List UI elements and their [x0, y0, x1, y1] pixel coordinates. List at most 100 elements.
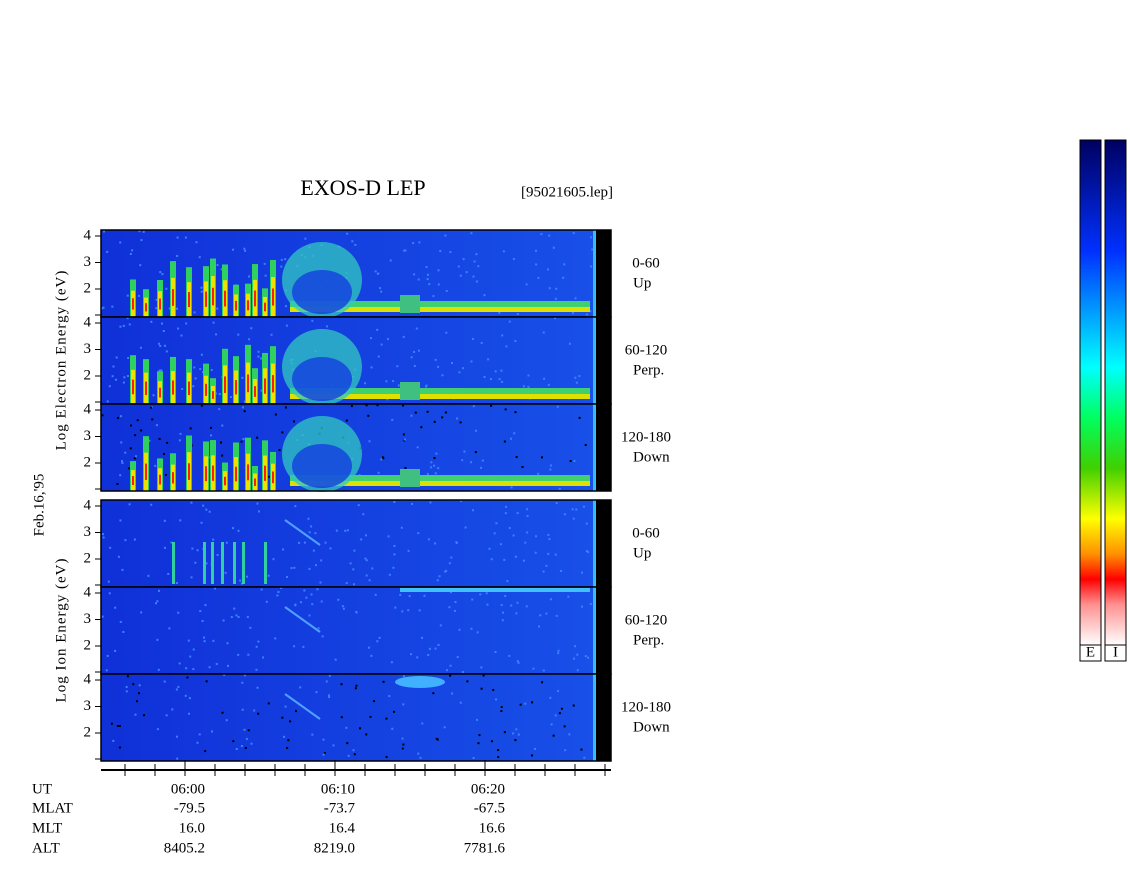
- speckle: [168, 627, 171, 630]
- speckle: [432, 295, 435, 298]
- speckle: [281, 716, 284, 719]
- speckle: [175, 581, 178, 584]
- speckle: [369, 715, 372, 718]
- speckle: [328, 694, 331, 697]
- speckle: [477, 265, 480, 268]
- speckle: [490, 558, 493, 561]
- speckle: [451, 362, 454, 365]
- speckle: [476, 631, 479, 634]
- colorbar-label-box: [1104, 644, 1127, 662]
- speckle: [426, 472, 429, 475]
- speckle: [205, 562, 208, 565]
- speckle: [449, 251, 452, 254]
- speckle: [121, 568, 124, 571]
- speckle: [119, 620, 122, 623]
- speckle: [280, 265, 283, 268]
- speckle: [294, 505, 297, 508]
- speckle: [116, 416, 119, 419]
- speckle: [233, 607, 236, 610]
- speckle: [246, 615, 249, 618]
- speckle: [212, 321, 215, 324]
- speckle: [321, 635, 324, 638]
- speckle: [204, 750, 207, 753]
- band: [290, 394, 590, 399]
- speckle: [547, 533, 550, 536]
- speckle: [504, 408, 507, 411]
- speckle: [554, 553, 557, 556]
- speckle: [122, 381, 125, 384]
- spike: [254, 386, 256, 397]
- edge-line: [593, 500, 596, 587]
- speckle: [575, 508, 578, 511]
- speckle: [155, 307, 158, 310]
- speckle: [497, 749, 500, 752]
- speckle: [154, 464, 157, 467]
- speckle: [191, 547, 194, 550]
- speckle: [134, 434, 137, 437]
- speckle: [521, 465, 524, 468]
- speckle: [257, 510, 260, 513]
- speckle: [585, 550, 588, 553]
- speckle: [407, 609, 410, 612]
- ephemeris-value: -73.7: [324, 800, 356, 816]
- speckle: [294, 604, 297, 607]
- speckle: [574, 376, 577, 379]
- speckle: [524, 702, 527, 705]
- speckle: [562, 276, 565, 279]
- speckle: [243, 674, 246, 677]
- speckle: [439, 249, 442, 252]
- spike: [205, 383, 207, 396]
- speckle: [245, 737, 248, 740]
- spike: [235, 300, 237, 311]
- speckle: [143, 714, 146, 717]
- speckle: [453, 609, 456, 612]
- spike: [212, 391, 214, 399]
- speckle: [401, 737, 404, 740]
- speckle: [459, 701, 462, 704]
- spike: [221, 542, 224, 584]
- speckle: [156, 638, 159, 641]
- speckle: [480, 687, 483, 690]
- speckle: [501, 619, 504, 622]
- speckle: [224, 571, 227, 574]
- speckle: [493, 532, 496, 535]
- speckle: [114, 649, 117, 652]
- speckle: [112, 365, 115, 368]
- speckle: [463, 450, 466, 453]
- speckle: [133, 457, 136, 460]
- speckle: [532, 667, 535, 670]
- speckle: [402, 675, 405, 678]
- spike: [400, 295, 420, 313]
- direction-label: Perp.: [633, 362, 664, 378]
- speckle: [407, 549, 410, 552]
- speckle: [125, 690, 128, 693]
- speckle: [427, 538, 430, 541]
- range-label: 120-180: [621, 429, 671, 445]
- streak: [284, 519, 321, 546]
- speckle: [106, 400, 109, 403]
- speckle: [303, 541, 306, 544]
- speckle: [480, 466, 483, 469]
- edge-band: [596, 317, 611, 404]
- speckle: [202, 636, 205, 639]
- speckle: [200, 521, 203, 524]
- speckle: [464, 526, 467, 529]
- speckle: [178, 662, 181, 665]
- colorbar: [1104, 139, 1127, 646]
- speckle: [402, 743, 405, 746]
- speckle: [335, 529, 338, 532]
- speckle: [365, 733, 368, 736]
- speckle: [349, 562, 352, 565]
- speckle: [237, 615, 240, 618]
- speckle: [162, 452, 165, 455]
- speckle: [119, 474, 122, 477]
- speckle: [433, 464, 436, 467]
- speckle: [223, 674, 226, 677]
- speckle: [525, 605, 528, 608]
- speckle: [256, 436, 259, 439]
- speckle: [171, 708, 174, 711]
- speckle: [181, 388, 184, 391]
- speckle: [212, 639, 215, 642]
- speckle: [449, 664, 452, 667]
